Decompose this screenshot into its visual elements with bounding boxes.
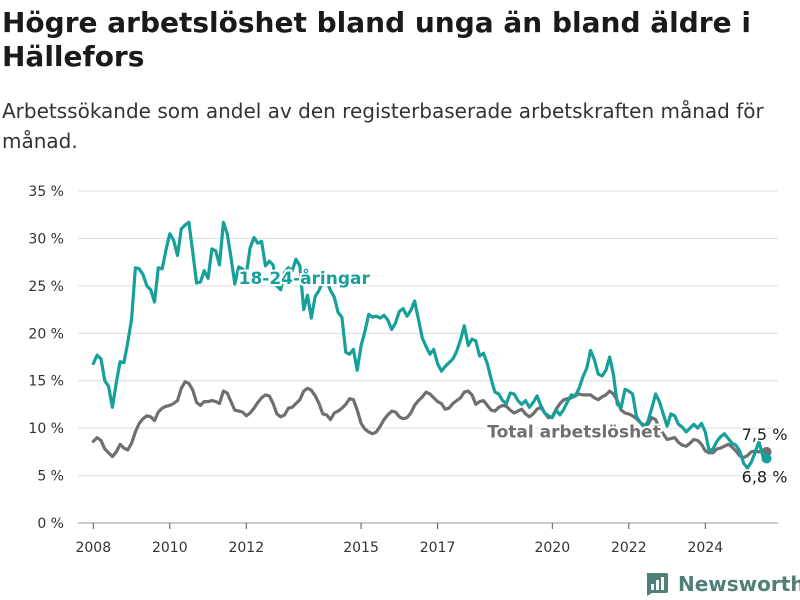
x-tick-label: 2020	[534, 540, 570, 556]
series-line	[91, 380, 769, 460]
series-label: 18-24-åringar	[239, 267, 371, 289]
y-tick-label: 25 %	[28, 279, 64, 295]
y-tick-label: 15 %	[28, 374, 64, 390]
grid-lines	[78, 190, 778, 524]
series-line	[91, 220, 769, 470]
series-labels: 18-24-åringar 6,8 % Total arbetslöshet 7,5 …	[237, 265, 789, 488]
x-tick-label: 2024	[688, 540, 724, 556]
chart-subtitle: Arbetssökande som andel av den registerb…	[2, 99, 764, 153]
y-tick-label: 30 %	[28, 231, 64, 247]
x-tick-label: 2010	[152, 540, 188, 556]
x-tick-label: 2022	[611, 540, 647, 556]
x-axis: 2008 2010 2012 2015 2017 2020 2022 2024	[75, 523, 723, 556]
end-value-label: 6,8 %	[742, 467, 788, 486]
brand-name: Newsworthy	[678, 572, 800, 596]
bar-chart-logo-icon	[646, 573, 668, 596]
series-lines	[91, 220, 772, 470]
y-axis: 0 % 5 % 10 % 15 % 20 % 25 % 30 % 35 %	[28, 184, 64, 532]
y-tick-label: 5 %	[37, 469, 64, 485]
y-tick-label: 35 %	[28, 184, 64, 200]
y-tick-label: 0 %	[37, 516, 64, 532]
end-value-label: 7,5 %	[742, 425, 788, 444]
newsworthy-logo[interactable]: Newsworthy	[644, 570, 800, 598]
series-end-point	[761, 453, 772, 464]
x-tick-label: 2015	[343, 540, 379, 556]
series-label: Total arbetslöshet	[487, 423, 661, 443]
x-tick-label: 2017	[420, 540, 456, 556]
x-tick-label: 2012	[228, 540, 264, 556]
chart-title: Högre arbetslöshet bland unga än bland ä…	[2, 6, 751, 73]
x-tick-label: 2008	[75, 540, 111, 556]
y-tick-label: 10 %	[28, 421, 64, 437]
y-tick-label: 20 %	[28, 326, 64, 342]
